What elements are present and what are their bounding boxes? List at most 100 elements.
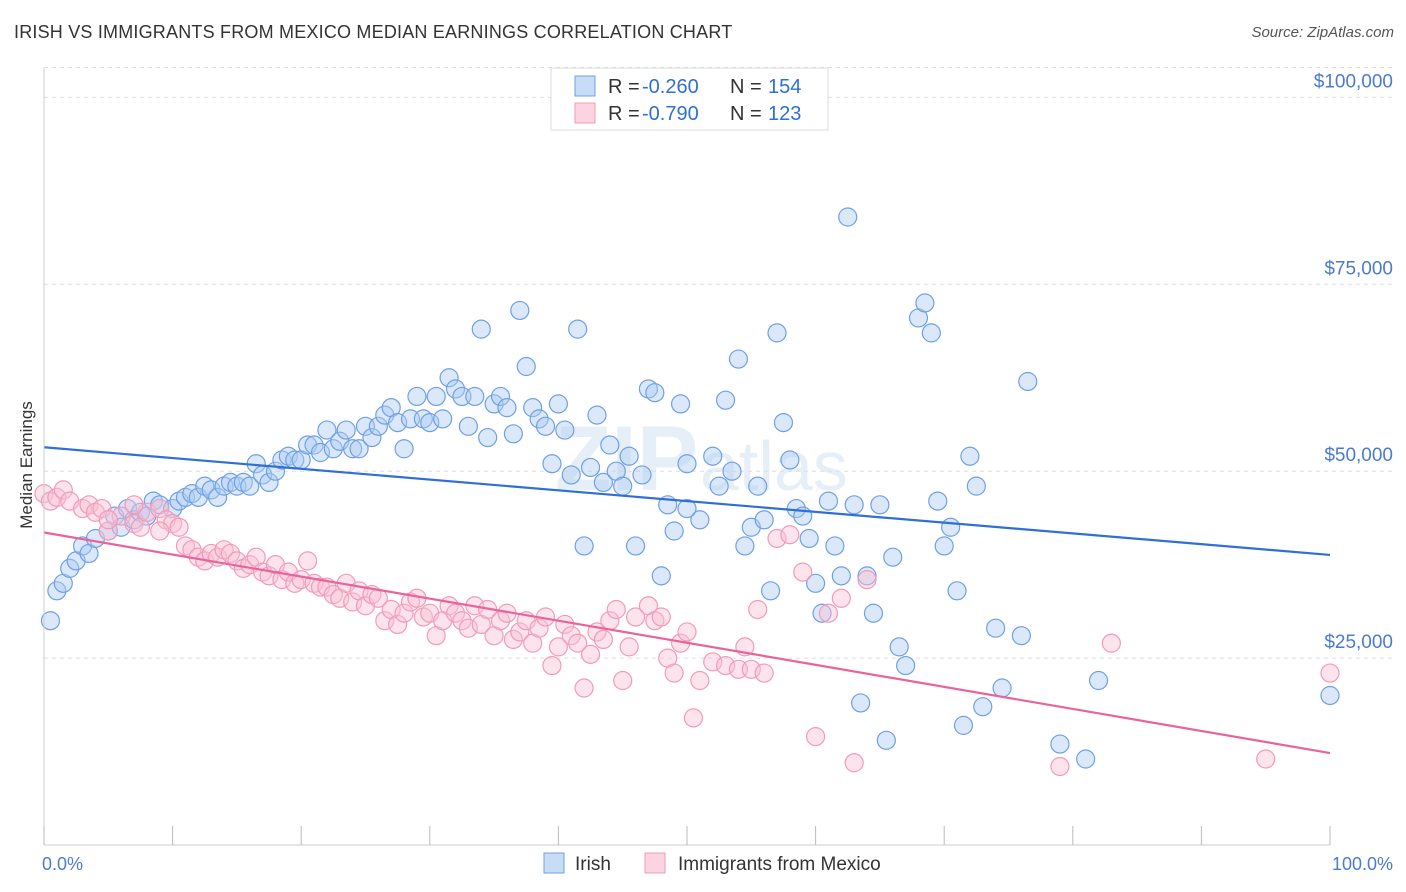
mexico-point <box>780 525 800 545</box>
legend-r-label-1: R = <box>608 76 640 98</box>
mexico-point <box>754 663 774 683</box>
irish-point <box>310 442 331 463</box>
irish-point <box>343 439 363 459</box>
irish-point <box>561 465 581 485</box>
irish-point <box>465 386 485 407</box>
irish-point <box>420 412 440 433</box>
mexico-point <box>542 655 562 676</box>
irish-point <box>587 405 607 425</box>
mexico-point <box>169 517 189 537</box>
bottom-legend: Irish Immigrants from Mexico <box>543 852 881 875</box>
mexico-point <box>98 521 118 541</box>
irish-point <box>568 319 588 339</box>
irish-point <box>471 319 491 339</box>
mexico-point <box>690 670 710 691</box>
y-tick-label: $25,000 <box>1324 632 1393 653</box>
irish-point <box>773 412 794 433</box>
irish-points <box>40 207 1340 769</box>
mexico-point <box>748 599 768 620</box>
irish-point <box>490 386 511 407</box>
irish-point <box>632 465 652 485</box>
irish-point <box>748 476 768 496</box>
mexico-point <box>150 498 170 519</box>
irish-point <box>715 390 736 410</box>
irish-point <box>838 207 858 227</box>
irish-point <box>767 323 787 343</box>
irish-point <box>60 558 80 578</box>
trend-lines <box>43 446 1331 755</box>
irish-point <box>1076 749 1096 769</box>
irish-point <box>651 566 671 586</box>
irish-point <box>388 412 408 433</box>
irish-point <box>439 368 459 388</box>
irish-point <box>1320 685 1340 706</box>
irish-point <box>709 476 729 496</box>
irish-point <box>670 394 691 414</box>
legend-n-value-2: 123 <box>768 103 801 125</box>
irish-point <box>259 472 279 493</box>
irish-point <box>240 476 260 496</box>
legend-r-value-1: -0.260 <box>642 76 699 98</box>
irish-point <box>593 472 614 493</box>
y-axis-label: Median Earnings <box>17 401 36 529</box>
y-tick-label: $75,000 <box>1324 258 1393 279</box>
irish-point <box>921 323 941 343</box>
irish-point <box>863 603 884 623</box>
irish-point <box>896 655 916 676</box>
irish-point <box>1011 626 1031 646</box>
mexico-point <box>651 607 671 627</box>
irish-point <box>735 536 755 556</box>
irish-point <box>677 498 697 519</box>
irish-point <box>368 416 388 436</box>
irish-point <box>960 446 980 466</box>
mexico-point <box>445 603 466 623</box>
irish-point <box>973 697 993 717</box>
irish-point <box>304 435 324 455</box>
irish-point <box>600 435 620 455</box>
irish-point <box>497 398 517 418</box>
irish-point <box>664 521 684 541</box>
irish-point <box>407 386 427 407</box>
irish-point <box>201 480 221 500</box>
irish-point <box>818 491 839 511</box>
irish-point <box>690 510 710 530</box>
bottom-legend-mexico: Immigrants from Mexico <box>678 854 881 875</box>
mexico-point <box>703 652 723 672</box>
mexico-point <box>619 637 639 657</box>
irish-point <box>928 491 948 511</box>
mexico-point <box>375 611 395 631</box>
irish-point <box>458 416 478 436</box>
irish-point <box>722 461 742 481</box>
irish-point <box>1050 734 1070 754</box>
mexico-point <box>47 487 67 507</box>
mexico-point <box>220 543 241 564</box>
mexico-point <box>510 622 530 642</box>
irish-point <box>992 678 1012 698</box>
irish-point <box>844 495 864 515</box>
irish-point <box>529 409 549 429</box>
mexico-point <box>452 611 472 631</box>
irish-point <box>523 398 543 418</box>
irish-point <box>703 446 723 466</box>
irish-point <box>336 420 356 440</box>
mexico-trend-line <box>43 531 1331 755</box>
mexico-point <box>124 495 144 515</box>
mexico-points <box>34 480 1340 777</box>
irish-point <box>40 611 61 631</box>
grid-lines <box>44 66 1392 659</box>
mexico-point <box>613 670 633 691</box>
mexico-point <box>831 588 851 608</box>
mexico-point <box>664 663 684 683</box>
bottom-legend-swatch-irish <box>543 852 565 874</box>
irish-point <box>915 293 935 313</box>
irish-point <box>619 446 639 466</box>
mexico-point <box>503 629 523 650</box>
mexico-point <box>857 569 877 590</box>
legend-r-value-2: -0.790 <box>642 103 699 125</box>
x-tick-labels: 0.0% 100.0% <box>42 854 1393 874</box>
mexico-point <box>548 637 569 657</box>
mexico-point <box>593 629 614 650</box>
irish-point <box>613 476 633 496</box>
irish-point <box>1018 371 1038 392</box>
